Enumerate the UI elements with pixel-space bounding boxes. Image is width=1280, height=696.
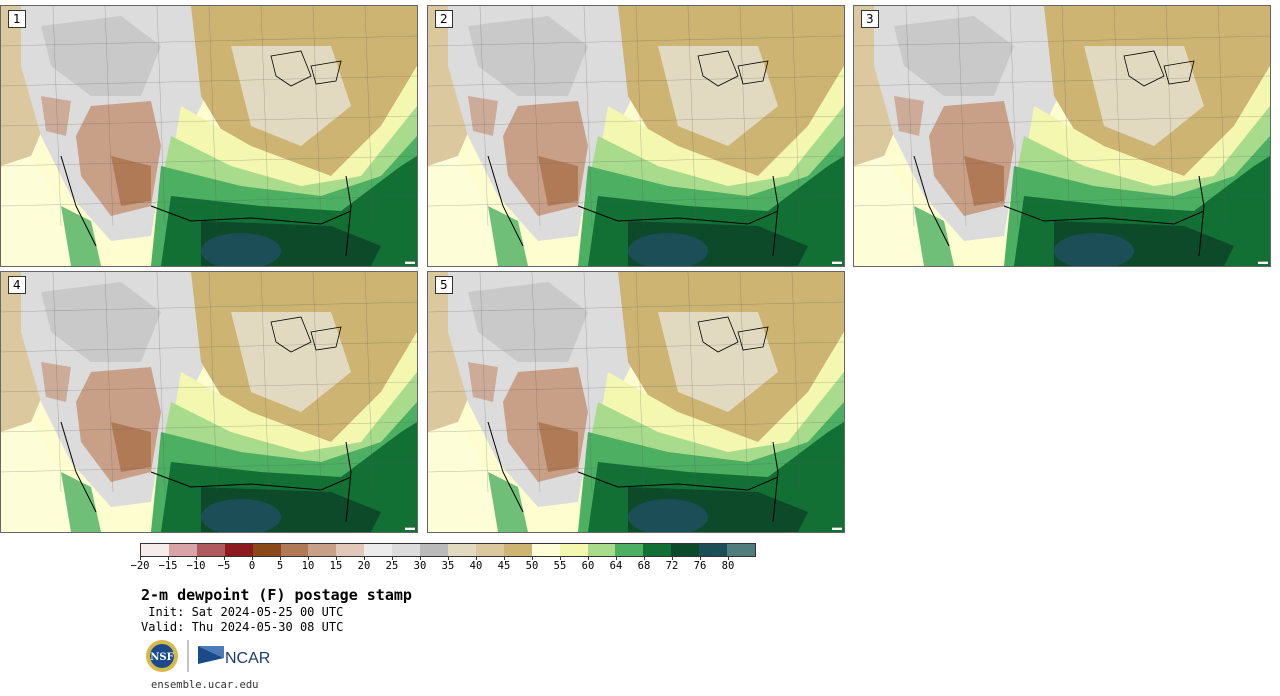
colorbar-tick-mark bbox=[728, 557, 729, 560]
colorbar-tick-label: 30 bbox=[413, 560, 427, 572]
colorbar-swatch bbox=[364, 544, 393, 556]
colorbar-tick-mark bbox=[532, 557, 533, 560]
colorbar-tick-label: −20 bbox=[130, 560, 150, 572]
colorbar-tick-label: 68 bbox=[637, 560, 651, 572]
logos: NSF NCAR bbox=[144, 638, 274, 674]
scale-bar bbox=[832, 261, 842, 264]
panel-label: 5 bbox=[435, 276, 453, 294]
colorbar-tick-label: 64 bbox=[609, 560, 623, 572]
scale-bar bbox=[832, 527, 842, 530]
dewpoint-map bbox=[1, 272, 417, 532]
colorbar-tick-label: 0 bbox=[248, 560, 256, 572]
colorbar-tick-mark bbox=[560, 557, 561, 560]
colorbar-tick-label: 50 bbox=[525, 560, 539, 572]
colorbar-tick-mark bbox=[280, 557, 281, 560]
panel-label: 4 bbox=[8, 276, 26, 294]
colorbar-swatch bbox=[503, 544, 532, 556]
ncar-logo-text: NCAR bbox=[225, 650, 270, 667]
panel-label: 2 bbox=[435, 10, 453, 28]
colorbar-tick-label: −10 bbox=[186, 560, 206, 572]
colorbar-swatch bbox=[615, 544, 644, 556]
figure-title: 2-m dewpoint (F) postage stamp bbox=[141, 586, 412, 604]
colorbar-tick-mark bbox=[588, 557, 589, 560]
colorbar-tick-label: 25 bbox=[385, 560, 399, 572]
dewpoint-map bbox=[428, 6, 844, 266]
colorbar-swatch bbox=[531, 544, 560, 556]
colorbar-swatch bbox=[475, 544, 504, 556]
colorbar-tick-label: 45 bbox=[497, 560, 511, 572]
colorbar bbox=[140, 543, 756, 557]
colorbar-tick-mark bbox=[672, 557, 673, 560]
colorbar-swatch bbox=[280, 544, 309, 556]
colorbar-tick-mark bbox=[140, 557, 141, 560]
dewpoint-map bbox=[428, 272, 844, 532]
scale-bar bbox=[1258, 261, 1268, 264]
colorbar-swatch bbox=[196, 544, 225, 556]
colorbar-tick-mark bbox=[644, 557, 645, 560]
colorbar-tick-label: 35 bbox=[441, 560, 455, 572]
colorbar-tick-label: 60 bbox=[581, 560, 595, 572]
map-panel-1[interactable]: 1 bbox=[0, 5, 418, 267]
colorbar-tick-mark bbox=[448, 557, 449, 560]
colorbar-tick-mark bbox=[616, 557, 617, 560]
colorbar-swatch bbox=[671, 544, 700, 556]
panel-label: 3 bbox=[861, 10, 879, 28]
panel-label: 1 bbox=[8, 10, 26, 28]
nsf-logo-text: NSF bbox=[150, 652, 173, 663]
scale-bar bbox=[405, 261, 415, 264]
colorbar-swatch bbox=[224, 544, 253, 556]
colorbar-tick-mark bbox=[168, 557, 169, 560]
colorbar-swatch bbox=[141, 544, 169, 556]
colorbar-tick-mark bbox=[700, 557, 701, 560]
colorbar-swatch bbox=[252, 544, 281, 556]
init-time: Init: Sat 2024-05-25 00 UTC bbox=[141, 605, 344, 619]
colorbar-tick-label: 5 bbox=[276, 560, 284, 572]
colorbar-tick-mark bbox=[336, 557, 337, 560]
colorbar-tick-label: 76 bbox=[693, 560, 707, 572]
colorbar-swatch bbox=[420, 544, 448, 556]
colorbar-tick-label: 10 bbox=[301, 560, 315, 572]
dewpoint-map bbox=[1, 6, 417, 266]
colorbar-tick-mark bbox=[252, 557, 253, 560]
colorbar-tick-label: −15 bbox=[158, 560, 178, 572]
colorbar-tick-mark bbox=[392, 557, 393, 560]
colorbar-swatch bbox=[392, 544, 421, 556]
colorbar-swatch bbox=[336, 544, 365, 556]
colorbar-tick-mark bbox=[308, 557, 309, 560]
colorbar-swatch bbox=[168, 544, 197, 556]
colorbar-tick-mark bbox=[196, 557, 197, 560]
map-panel-3[interactable]: 3 bbox=[853, 5, 1271, 267]
colorbar-tick-label: 72 bbox=[665, 560, 679, 572]
valid-time: Valid: Thu 2024-05-30 08 UTC bbox=[141, 620, 344, 634]
map-panel-4[interactable]: 4 bbox=[0, 271, 418, 533]
colorbar-tick-label: 15 bbox=[329, 560, 343, 572]
colorbar-swatch bbox=[308, 544, 337, 556]
colorbar-tick-label: −5 bbox=[217, 560, 231, 572]
colorbar-tick-label: 55 bbox=[553, 560, 567, 572]
colorbar-tick-mark bbox=[224, 557, 225, 560]
colorbar-swatch bbox=[699, 544, 728, 556]
scale-bar bbox=[405, 527, 415, 530]
site-url[interactable]: ensemble.ucar.edu bbox=[151, 679, 259, 691]
ncar-logo: NCAR bbox=[198, 646, 270, 667]
colorbar-tick-mark bbox=[364, 557, 365, 560]
colorbar-swatch bbox=[587, 544, 616, 556]
colorbar-tick-mark bbox=[476, 557, 477, 560]
colorbar-ticks: −20 −15 −10 −5 0 5 10 15 20 25 30 35 40 45 50 55 60 64 68 7… bbox=[131, 557, 756, 576]
colorbar-tick-label: 80 bbox=[721, 560, 735, 572]
colorbar-swatch bbox=[447, 544, 476, 556]
colorbar-swatch bbox=[559, 544, 588, 556]
colorbar-swatch bbox=[727, 544, 755, 556]
colorbar-tick-label: 40 bbox=[469, 560, 483, 572]
colorbar-tick-mark bbox=[504, 557, 505, 560]
colorbar-swatch bbox=[643, 544, 672, 556]
map-panel-2[interactable]: 2 bbox=[427, 5, 845, 267]
dewpoint-map bbox=[854, 6, 1270, 266]
nsf-logo: NSF bbox=[146, 640, 178, 672]
colorbar-tick-label: 20 bbox=[357, 560, 371, 572]
colorbar-tick-mark bbox=[420, 557, 421, 560]
map-panel-5[interactable]: 5 bbox=[427, 271, 845, 533]
